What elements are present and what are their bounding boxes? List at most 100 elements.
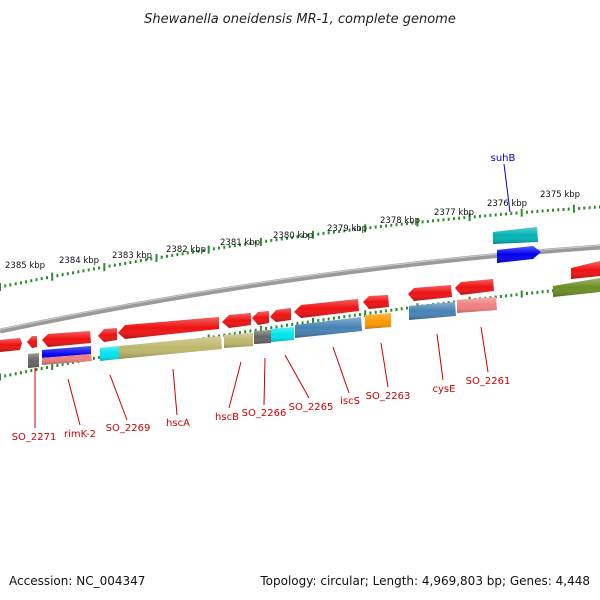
kbp-label: 2379 kbp xyxy=(327,224,367,234)
scale-tick-minor xyxy=(82,269,85,273)
kbp-label: 2378 kbp xyxy=(380,216,420,226)
gene-label: iscS xyxy=(340,396,360,407)
scale-tick-minor xyxy=(233,244,236,248)
scale-tick-minor xyxy=(379,310,382,314)
scale-tick-minor xyxy=(35,368,38,372)
scale-tick-minor xyxy=(40,277,43,281)
scale-tick-minor xyxy=(473,215,476,219)
scale-tick-minor xyxy=(30,279,33,283)
scale-tick-minor xyxy=(280,237,283,241)
scale-tick-minor xyxy=(14,282,17,286)
scale-tick-minor xyxy=(343,229,346,233)
scale-tick-minor xyxy=(442,218,445,222)
kbp-label: 2383 kbp xyxy=(112,251,152,261)
scale-tick-minor xyxy=(291,236,294,240)
scale-tick-major xyxy=(520,208,523,217)
scale-tick-minor xyxy=(515,293,518,297)
scale-tick-minor xyxy=(228,332,231,336)
scale-tick-minor xyxy=(124,261,127,265)
scale-tick-minor xyxy=(306,234,309,237)
scale-tick-minor xyxy=(317,232,320,236)
scale-tick-minor xyxy=(332,230,335,234)
scale-tick-minor xyxy=(374,225,377,229)
scale-tick-minor xyxy=(541,290,544,294)
scale-tick-minor xyxy=(244,242,247,246)
scale-tick-minor xyxy=(233,332,236,335)
scale-tick-major xyxy=(0,373,1,381)
scale-tick-minor xyxy=(286,323,288,327)
scale-tick-major xyxy=(364,310,367,318)
scale-tick-minor xyxy=(536,209,539,213)
scale-tick-minor xyxy=(353,228,356,231)
scale-tick-minor xyxy=(61,273,64,277)
scale-tick-minor xyxy=(578,206,581,210)
scale-tick-minor xyxy=(327,231,330,235)
scale-tick-minor xyxy=(301,234,304,238)
gene-label: rimK-2 xyxy=(64,429,96,440)
scale-tick-minor xyxy=(239,331,241,335)
scale-tick-minor xyxy=(510,212,513,215)
scale-tick-minor xyxy=(270,238,273,242)
scale-tick-minor xyxy=(484,214,487,218)
gene-label-highlight: suhB xyxy=(491,153,516,164)
gene-label: SO_2269 xyxy=(106,423,151,434)
scale-tick-minor xyxy=(145,258,148,262)
scale-tick-minor xyxy=(531,291,534,295)
scale-tick-minor xyxy=(98,355,101,359)
kbp-label: 2377 kbp xyxy=(434,208,474,218)
scale-tick-major xyxy=(103,263,106,272)
scale-tick-minor xyxy=(218,334,221,338)
kbp-label: 2375 kbp xyxy=(540,190,580,200)
scale-tick-minor xyxy=(280,324,283,328)
scale-ticks-outer xyxy=(0,204,600,291)
scale-tick-minor xyxy=(218,246,221,250)
scale-tick-minor xyxy=(406,306,408,310)
gene-label: cysE xyxy=(433,384,456,395)
gene-label: hscA xyxy=(166,418,190,429)
scale-tick-minor xyxy=(306,320,309,324)
scale-tick-minor xyxy=(301,321,304,325)
gene-label: SO_2271 xyxy=(12,432,57,443)
scale-tick-minor xyxy=(327,317,330,321)
scale-tick-minor xyxy=(265,327,268,330)
scale-tick-minor xyxy=(275,325,278,329)
scale-tick-minor xyxy=(30,369,33,373)
scale-tick-minor xyxy=(437,218,440,222)
scale-tick-minor xyxy=(411,221,414,225)
kbp-label: 2381 kbp xyxy=(220,238,260,248)
scale-tick-minor xyxy=(4,374,7,378)
scale-tick-minor xyxy=(458,216,461,220)
scale-tick-minor xyxy=(150,257,153,261)
scale-tick-minor xyxy=(562,208,565,211)
scale-tick-minor xyxy=(531,210,534,214)
scale-tick-minor xyxy=(14,372,17,376)
scale-tick-major xyxy=(312,317,314,325)
scale-tick-minor xyxy=(129,261,132,264)
scale-tick-major xyxy=(572,204,575,213)
scale-tick-major xyxy=(520,290,523,298)
scale-tick-major xyxy=(0,283,1,291)
scale-tick-minor xyxy=(385,224,388,228)
scale-tick-minor xyxy=(61,362,64,366)
scale-tick-minor xyxy=(379,225,382,228)
scale-tick-minor xyxy=(499,212,502,216)
scale-tick-minor xyxy=(119,262,121,266)
scale-tick-minor xyxy=(72,271,74,275)
scale-tick-minor xyxy=(406,222,408,226)
scale-tick-minor xyxy=(369,311,372,315)
scale-tick-minor xyxy=(296,322,299,326)
topology-text: Topology: circular; Length: 4,969,803 bp… xyxy=(260,574,590,588)
scale-tick-minor xyxy=(181,252,184,256)
scale-tick-minor xyxy=(249,329,252,333)
label-leaders xyxy=(34,326,489,428)
feature-row-upper xyxy=(0,261,600,352)
scale-tick-minor xyxy=(546,209,549,213)
scale-tick-minor xyxy=(9,283,12,287)
scale-tick-minor xyxy=(286,236,288,240)
scale-tick-minor xyxy=(489,213,492,217)
scale-tick-minor xyxy=(322,231,325,235)
gene-labels: SO_2271 rimK-2 SO_2269 hscA hscB SO_2266… xyxy=(12,376,511,443)
kbp-label: 2384 kbp xyxy=(59,256,99,266)
kbp-label: 2385 kbp xyxy=(5,261,45,271)
gene-label: SO_2266 xyxy=(242,408,287,419)
